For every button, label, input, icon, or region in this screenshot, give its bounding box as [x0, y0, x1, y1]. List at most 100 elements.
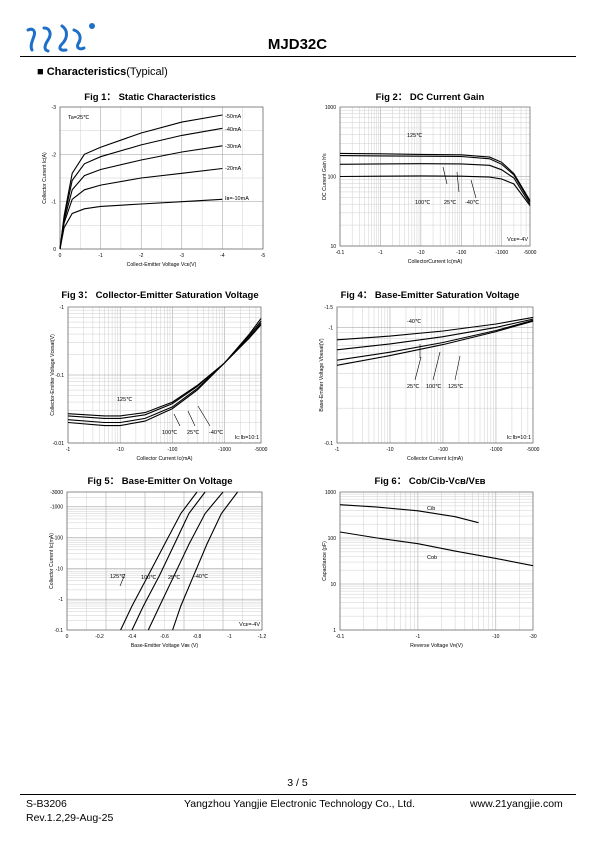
x-tick-label: 0 [59, 253, 62, 259]
x-axis-label: Collector Current Iᴄ(mA) [407, 456, 463, 462]
y-tick-label: -1000 [50, 505, 63, 511]
chart-annotation: Ta=25℃ [68, 115, 90, 121]
x-tick-label: -100 [456, 250, 466, 256]
y-axis-label: Collector-Emitter Voltage Vcesat(V) [50, 334, 56, 416]
y-tick-label: -3 [52, 105, 57, 111]
y-tick-label: -10 [56, 566, 63, 572]
plot-frame [67, 306, 262, 444]
curve-4 [67, 318, 262, 427]
curve-2 [131, 491, 206, 631]
plot-frame [339, 491, 534, 631]
curve-3 [59, 145, 223, 250]
x-tick-label: -10 [417, 250, 424, 256]
curve-label: -40mA [225, 127, 242, 133]
x-tick-label: -1 [98, 253, 103, 259]
leader-line [187, 410, 196, 427]
x-tick-label: -1 [227, 634, 232, 640]
leader-line [432, 351, 441, 381]
x-tick-label: -0.6 [160, 634, 169, 640]
x-tick-label: -5000 [527, 447, 540, 453]
x-tick-label: -1000 [495, 250, 508, 256]
curve-3 [67, 320, 262, 424]
x-tick-label: -1000 [490, 447, 503, 453]
leader-line [442, 166, 448, 185]
y-tick-label: -2 [52, 152, 57, 158]
curve-label: -40℃ [465, 200, 480, 206]
x-tick-label: -5000 [524, 250, 537, 256]
curve-label: -50mA [225, 114, 242, 120]
fig3-title: Fig 3： Collector-Emitter Saturation Volt… [61, 290, 259, 301]
leader-line [456, 171, 460, 193]
x-tick-label: -100 [438, 447, 448, 453]
y-tick-label: 0 [53, 247, 56, 253]
figure-1-chart [59, 106, 264, 250]
curve-label: Cob [427, 555, 437, 561]
curve-label: -40℃ [407, 319, 422, 325]
y-tick-label: 1 [333, 628, 336, 634]
x-tick-label: -10 [386, 447, 393, 453]
y-tick-label: -0.1 [54, 628, 63, 634]
x-axis-label: CollectorCurrent Iᴄ(mA) [408, 259, 463, 265]
curve-label: -40℃ [209, 430, 224, 436]
leader-line [197, 405, 211, 427]
curve-3 [336, 319, 534, 361]
curve-label: 25℃ [444, 200, 457, 206]
y-tick-label: -1.5 [324, 305, 333, 311]
y-tick-label: 1000 [325, 490, 336, 496]
plot-frame [66, 491, 263, 631]
x-tick-label: -5 [261, 253, 266, 259]
x-tick-label: -100 [167, 447, 177, 453]
section-heading: ■ Characteristics(Typical) [37, 66, 168, 78]
x-tick-label: -2 [139, 253, 144, 259]
y-tick-label: -100 [53, 536, 63, 542]
y-axis-label: Collector Current Iᴄ(A) [42, 152, 48, 204]
curve-label: 100℃ [426, 384, 442, 390]
y-tick-label: -3000 [50, 490, 63, 496]
x-axis-label: Base-Emitter Voltage Vʙᴇ (V) [131, 643, 199, 649]
leader-line [470, 179, 477, 199]
x-tick-label: -5000 [255, 447, 268, 453]
curve-label: 125℃ [117, 397, 133, 403]
annotation-bg [505, 434, 532, 442]
y-tick-label: -1 [329, 325, 334, 331]
curve-label: 125℃ [110, 574, 126, 580]
header-rule [20, 56, 576, 57]
y-tick-label: -0.1 [55, 373, 64, 379]
curve-1 [336, 316, 534, 341]
x-tick-label: -4 [220, 253, 225, 259]
doc-number: S-B3206 [26, 798, 67, 810]
figure-5-chart: Vᴄᴇ=-4V [66, 491, 263, 631]
part-number: MJD32C [267, 36, 328, 53]
x-tick-label: -10 [492, 634, 499, 640]
annotation-bg [238, 621, 262, 629]
y-tick-label: -1 [52, 200, 57, 206]
y-axis-label: Base-Emitter Voltage Vbesat(V) [319, 338, 325, 412]
x-tick-label: -0.1 [336, 634, 345, 640]
y-axis-label: DC Current Gain hᶠᴇ [322, 153, 328, 200]
section-title-suffix: (Typical) [126, 66, 168, 78]
y-tick-label: 10 [330, 582, 336, 588]
y-tick-label: -1 [59, 597, 64, 603]
annotation-bg [233, 434, 260, 442]
curve-label: 100℃ [141, 575, 157, 581]
curve-2 [59, 127, 223, 250]
x-tick-label: -10 [117, 447, 124, 453]
y-tick-label: -0.1 [324, 441, 333, 447]
curve-label: 25℃ [187, 430, 200, 436]
curve-4 [172, 491, 239, 631]
x-tick-label: -1.2 [258, 634, 267, 640]
leader-line [454, 355, 461, 381]
curve-3 [339, 163, 531, 205]
x-axis-label: Collect-Emitter Voltage Vᴄᴇ(V) [127, 262, 197, 268]
x-tick-label: -0.1 [336, 250, 345, 256]
x-axis-label: Collector Current Iᴄ(mA) [137, 456, 193, 462]
curve-label: -40℃ [194, 574, 209, 580]
plot-frame [336, 306, 534, 444]
x-tick-label: -1 [335, 447, 340, 453]
chart-annotation: Vᴄᴇ=-4V [507, 237, 528, 243]
leader-line [119, 573, 126, 587]
x-tick-label: 0 [66, 634, 69, 640]
x-tick-label: -1000 [218, 447, 231, 453]
revision: Rev.1.2,29-Aug-25 [26, 812, 114, 824]
